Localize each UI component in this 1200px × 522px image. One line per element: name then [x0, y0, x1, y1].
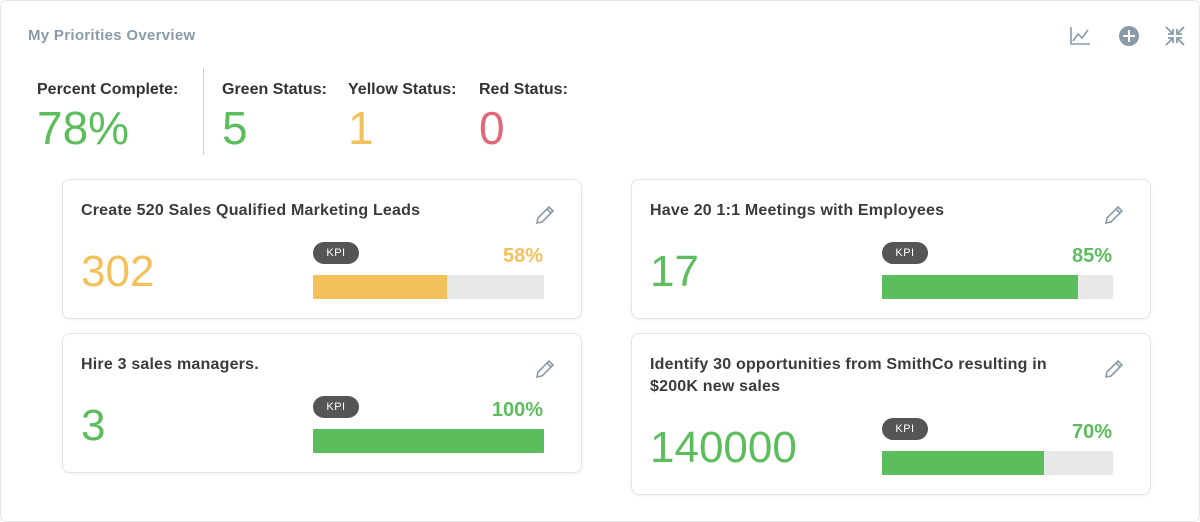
priority-value: 3	[81, 401, 106, 450]
panel-title: My Priorities Overview	[28, 27, 196, 44]
priority-percent: 85%	[1071, 245, 1112, 267]
yellow-status-label: Yellow Status:	[348, 81, 457, 98]
red-status-stat: Red Status: 0	[479, 81, 568, 151]
priority-percent: 100%	[491, 399, 543, 421]
plus-circle-icon[interactable]	[1118, 25, 1140, 47]
pencil-icon[interactable]	[1103, 204, 1125, 226]
progress-bar-fill	[882, 275, 1079, 299]
progress-bar	[313, 275, 544, 299]
priority-card[interactable]: Identify 30 opportunities from SmithCo r…	[631, 333, 1151, 495]
green-status-label: Green Status:	[222, 81, 327, 98]
pencil-icon[interactable]	[1103, 358, 1125, 380]
kpi-badge: KPI	[882, 418, 928, 440]
kpi-badge: KPI	[882, 242, 928, 264]
priority-title: Hire 3 sales managers.	[81, 356, 259, 373]
priority-value: 302	[81, 247, 155, 296]
priority-percent: 70%	[1071, 421, 1112, 443]
pencil-icon[interactable]	[534, 204, 556, 226]
progress-bar	[313, 429, 544, 453]
yellow-status-stat: Yellow Status: 1	[348, 81, 456, 151]
priority-card[interactable]: Hire 3 sales managers. 3 KPI 100%	[62, 333, 582, 473]
progress-bar	[882, 451, 1113, 475]
priority-title: Identify 30 opportunities from SmithCo r…	[650, 356, 1047, 395]
pencil-icon[interactable]	[534, 358, 556, 380]
progress-bar-fill	[313, 429, 544, 453]
priority-percent: 58%	[502, 245, 543, 267]
summary-divider	[203, 68, 204, 155]
priority-value: 140000	[650, 423, 797, 472]
priority-card[interactable]: Have 20 1:1 Meetings with Employees 17 K…	[631, 179, 1151, 319]
progress-bar	[882, 275, 1113, 299]
kpi-badge: KPI	[313, 242, 359, 264]
red-status-label: Red Status:	[479, 81, 568, 98]
progress-bar-fill	[882, 451, 1044, 475]
percent-complete-label: Percent Complete:	[37, 81, 179, 98]
collapse-icon[interactable]	[1164, 25, 1186, 47]
priority-title: Have 20 1:1 Meetings with Employees	[650, 202, 945, 219]
progress-bar-fill	[313, 275, 447, 299]
percent-complete-stat: Percent Complete: 78%	[37, 81, 178, 151]
percent-complete-value: 78%	[37, 102, 130, 154]
kpi-badge: KPI	[313, 396, 359, 418]
red-status-value: 0	[479, 102, 505, 154]
yellow-status-value: 1	[348, 102, 374, 154]
line-chart-icon[interactable]	[1069, 25, 1091, 47]
green-status-value: 5	[222, 102, 248, 154]
priority-card[interactable]: Create 520 Sales Qualified Marketing Lea…	[62, 179, 582, 319]
green-status-stat: Green Status: 5	[222, 81, 327, 151]
priority-value: 17	[650, 247, 699, 296]
priority-title: Create 520 Sales Qualified Marketing Lea…	[81, 202, 421, 219]
